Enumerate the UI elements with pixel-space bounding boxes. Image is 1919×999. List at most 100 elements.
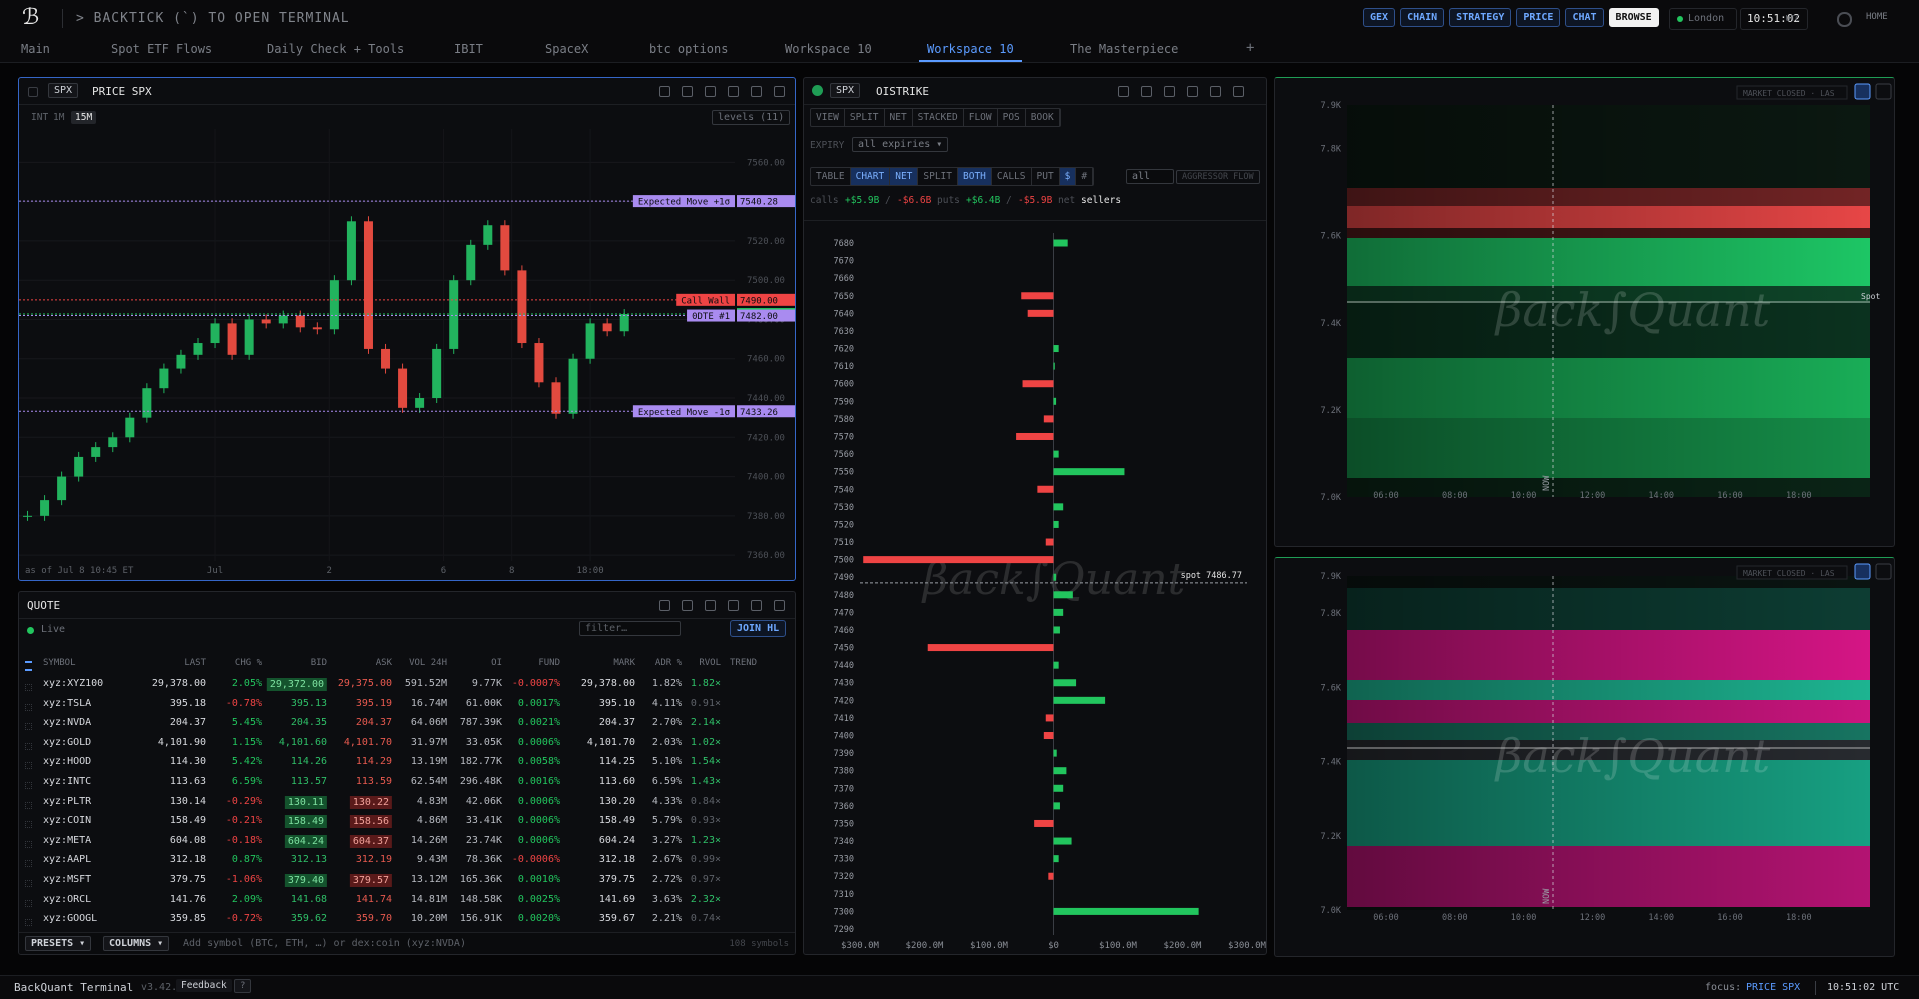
- tab[interactable]: SpaceX: [545, 42, 589, 56]
- nav-button[interactable]: GEX: [1363, 8, 1396, 27]
- filter-input[interactable]: filter…: [579, 621, 681, 636]
- interval-button[interactable]: 1M: [53, 112, 65, 123]
- view-toggle[interactable]: [1875, 563, 1892, 580]
- mode-button[interactable]: #: [1076, 168, 1094, 185]
- mode-button[interactable]: BOTH: [958, 168, 992, 185]
- column-header[interactable]: RVOL: [699, 658, 721, 668]
- panel-action[interactable]: [1233, 86, 1244, 97]
- aggressor-button[interactable]: AGGRESSOR FLOW: [1176, 170, 1260, 184]
- quote-cell: 9.43M: [416, 854, 447, 866]
- panel-action[interactable]: [728, 600, 739, 611]
- panel-action[interactable]: [751, 86, 762, 97]
- view-button[interactable]: POS: [998, 109, 1026, 126]
- quote-symbol[interactable]: xyz:XYZ100: [43, 678, 104, 689]
- symbol-pill[interactable]: SPX: [48, 83, 79, 98]
- quote-symbol[interactable]: xyz:ORCL: [43, 893, 92, 905]
- column-header[interactable]: ASK: [375, 658, 392, 668]
- view-button[interactable]: NET: [885, 109, 913, 126]
- nav-button[interactable]: BROWSE: [1608, 8, 1659, 27]
- panel-action[interactable]: [659, 600, 670, 611]
- quote-symbol[interactable]: xyz:META: [43, 834, 92, 846]
- tab[interactable]: Workspace 10: [785, 42, 872, 56]
- mode-button[interactable]: PUT: [1032, 168, 1060, 185]
- panel-action[interactable]: [1118, 86, 1129, 97]
- column-header[interactable]: ADR %: [654, 658, 682, 668]
- levels-button[interactable]: levels (11): [712, 110, 791, 125]
- quote-symbol[interactable]: xyz:NVDA: [43, 717, 92, 729]
- add-tab[interactable]: +: [1246, 40, 1255, 56]
- panel-action[interactable]: [1141, 86, 1152, 97]
- column-header[interactable]: TREND: [730, 658, 758, 668]
- symbol-pill[interactable]: SPX: [830, 83, 861, 98]
- panel-action[interactable]: [1210, 86, 1221, 97]
- column-header[interactable]: CHG %: [234, 658, 262, 668]
- nav-button[interactable]: PRICE: [1516, 8, 1561, 27]
- view-toggle[interactable]: [1854, 563, 1871, 580]
- help-button[interactable]: ?: [234, 979, 252, 993]
- join-button[interactable]: JOIN HL: [730, 620, 787, 637]
- panel-action[interactable]: [682, 86, 693, 97]
- column-header[interactable]: FUND: [538, 658, 560, 668]
- column-header[interactable]: VOL 24H: [409, 658, 447, 668]
- presets-button[interactable]: PRESETS ▾: [25, 936, 92, 951]
- nav-button[interactable]: CHAT: [1565, 8, 1604, 27]
- tab[interactable]: Main: [21, 42, 50, 56]
- add-symbol-input[interactable]: Add symbol (BTC, ETH, …) or dex:coin (xy…: [183, 938, 466, 949]
- column-header[interactable]: BID: [310, 658, 327, 668]
- tab[interactable]: Spot ETF Flows: [111, 42, 213, 56]
- panel-action[interactable]: [705, 86, 716, 97]
- panel-action[interactable]: [659, 86, 670, 97]
- view-toggle[interactable]: [1854, 83, 1871, 100]
- mode-button[interactable]: NET: [890, 168, 919, 185]
- feedback-button[interactable]: Feedback: [176, 979, 232, 992]
- panel-action[interactable]: [1164, 86, 1175, 97]
- mode-button[interactable]: CHART: [850, 168, 891, 185]
- columns-button[interactable]: COLUMNS ▾: [103, 936, 170, 951]
- view-button[interactable]: STACKED: [913, 109, 964, 126]
- strike-filter[interactable]: all: [1126, 169, 1174, 184]
- column-header[interactable]: MARK: [613, 658, 635, 668]
- view-toggle[interactable]: [1875, 83, 1892, 100]
- mode-button[interactable]: $: [1059, 168, 1077, 185]
- interval-button[interactable]: 15M: [71, 111, 97, 124]
- mode-button[interactable]: SPLIT: [918, 168, 958, 185]
- quote-symbol[interactable]: xyz:AAPL: [43, 854, 92, 866]
- quote-symbol[interactable]: xyz:HOOD: [43, 756, 92, 768]
- column-header[interactable]: LAST: [184, 658, 206, 668]
- quote-cell: 1.02×: [690, 736, 721, 748]
- column-header[interactable]: OI: [491, 658, 502, 668]
- quote-symbol[interactable]: xyz:INTC: [43, 776, 92, 787]
- mode-button[interactable]: TABLE: [811, 168, 851, 185]
- quote-symbol[interactable]: xyz:PLTR: [43, 795, 92, 807]
- panel-action[interactable]: [682, 600, 693, 611]
- tab[interactable]: Daily Check + Tools: [267, 42, 405, 56]
- quote-symbol[interactable]: xyz:GOLD: [43, 736, 92, 748]
- logo[interactable]: ℬ: [22, 5, 40, 30]
- view-button[interactable]: SPLIT: [845, 109, 885, 126]
- tab[interactable]: IBIT: [454, 42, 483, 56]
- settings-icon[interactable]: [1837, 12, 1852, 27]
- quote-symbol[interactable]: xyz:TSLA: [43, 697, 92, 709]
- view-button[interactable]: BOOK: [1026, 109, 1060, 126]
- nav-button[interactable]: CHAIN: [1400, 8, 1445, 27]
- expiry-select[interactable]: all expiries ▾: [852, 137, 949, 152]
- quote-symbol[interactable]: xyz:MSFT: [43, 874, 92, 885]
- panel-action[interactable]: [774, 600, 785, 611]
- quote-cell: 4.86M: [416, 815, 447, 827]
- panel-action[interactable]: [774, 86, 785, 97]
- column-header[interactable]: SYMBOL: [43, 658, 76, 668]
- tab[interactable]: The Masterpiece: [1070, 42, 1179, 56]
- panel-action[interactable]: [705, 600, 716, 611]
- panel-action[interactable]: [751, 600, 762, 611]
- panel-action[interactable]: [1187, 86, 1198, 97]
- quote-symbol[interactable]: xyz:GOOGL: [43, 913, 98, 925]
- nav-button[interactable]: STRATEGY: [1449, 8, 1512, 27]
- home-link[interactable]: HOME: [1866, 12, 1888, 22]
- panel-action[interactable]: [728, 86, 739, 97]
- quote-symbol[interactable]: xyz:COIN: [43, 815, 92, 827]
- view-button[interactable]: FLOW: [964, 109, 998, 126]
- mode-button[interactable]: CALLS: [992, 168, 1032, 185]
- terminal-hint[interactable]: > BACKTICK (`) TO OPEN TERMINAL: [76, 11, 350, 26]
- tab[interactable]: btc options: [649, 42, 729, 56]
- tab[interactable]: Workspace 10: [919, 42, 1022, 62]
